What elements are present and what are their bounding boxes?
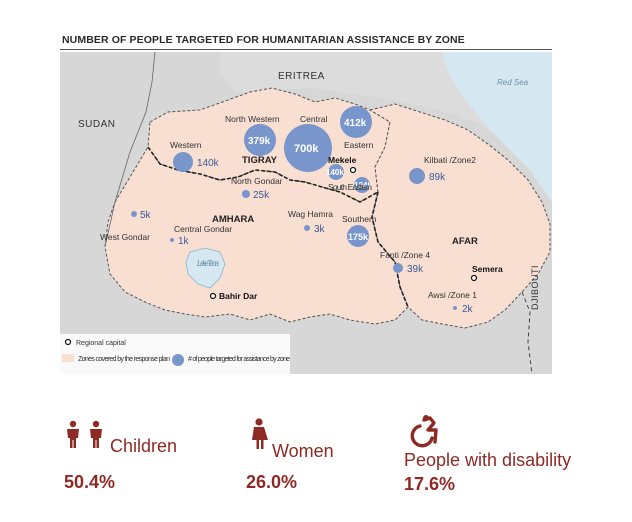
legend-bubble-icon [172,354,184,366]
map[interactable]: ERITREA SUDAN Red Sea DJIBOUTI TIGRAY AM… [60,52,552,374]
capital-mekele [349,166,357,174]
label-north-western: North Western [225,114,280,124]
label-tigray: TIGRAY [242,155,278,166]
lake-tana [185,247,226,289]
value-southern: 175k [348,232,369,242]
disability-value: 17.6% [404,474,456,494]
stat-disability: People with disability 17.6% [404,414,614,494]
label-south-eastern: South Eastern [328,182,372,192]
value-mekele: 140k [326,168,344,177]
title-divider [60,49,552,50]
label-mekele: Mekele [328,155,357,165]
label-central-gondar: Central Gondar [174,224,232,234]
label-kilbati: Kilbati /Zone2 [424,155,476,165]
children-icon [67,420,102,448]
label-north-gondar: North Gondar [231,176,283,186]
woman-icon [252,418,268,449]
label-bahir-dar: Bahir Dar [219,291,258,301]
bubble-western[interactable] [173,152,193,172]
legend-capital-label: Regional capital [76,340,126,347]
bubble-central-gondar[interactable] [170,238,174,242]
bubble-fanti[interactable] [393,263,403,273]
label-djibouti: DJIBOUTI [530,265,540,310]
label-central: Central [300,114,328,124]
women-label: Women [272,441,334,461]
value-west-gondar: 5k [140,210,152,221]
stat-children: Children 50.4% [64,420,234,492]
label-wag-hamra: Wag Hamra [288,209,333,219]
disability-label: People with disability [404,450,572,470]
bubble-wag-hamra[interactable] [304,225,310,231]
value-north-gondar: 25k [253,190,270,201]
label-western: Western [170,140,202,150]
label-eritrea: ERITREA [278,71,325,82]
amhara-region [104,146,409,325]
bubble-southern[interactable] [347,225,369,247]
label-awsi: Awsi /Zone 1 [428,290,477,300]
afar-outline [371,191,409,308]
value-south-eastern: 124k [354,181,372,190]
legend-bubble-label: # of people targeted for assistance by z… [188,356,290,363]
bubble-mekele[interactable] [328,164,344,180]
value-awsi: 2k [462,304,474,315]
children-label: Children [110,436,178,456]
value-north-western: 379k [248,136,271,147]
legend-capital-icon [64,338,72,346]
legend-zones-label: Zones covered by the response plan [78,356,170,363]
djibouti-border [521,291,533,374]
label-afar: AFAR [452,236,478,247]
children-value: 50.4% [64,472,116,492]
bubble-west-gondar[interactable] [131,211,137,217]
label-fanti: Fanti /Zone 4 [380,250,430,260]
bubble-eastern[interactable] [340,106,372,138]
map-title: NUMBER OF PEOPLE TARGETED FOR HUMANITARI… [62,34,465,46]
bubble-north-western[interactable] [244,124,276,156]
eritrea-shape [220,52,500,140]
value-western: 140k [197,158,220,169]
sudan-border [104,52,156,248]
legend-zones-swatch [62,354,74,362]
bubble-kilbati[interactable] [409,168,425,184]
label-eastern: Eastern [344,140,374,150]
capital-bahir-dar [209,292,217,300]
bubble-central[interactable] [284,124,332,172]
bubble-north-gondar[interactable] [242,190,250,198]
label-red-sea: Red Sea [497,78,529,87]
capital-semera [470,274,478,282]
label-semera: Semera [472,264,503,274]
value-fanti: 39k [407,264,424,275]
bubble-south-eastern[interactable] [354,177,370,193]
value-central: 700k [294,143,319,155]
value-eastern: 412k [344,118,367,129]
red-sea [442,52,552,202]
label-west-gondar: West Gondar [100,232,150,242]
women-value: 26.0% [246,472,298,492]
label-amhara: AMHARA [212,214,254,225]
label-sudan: SUDAN [78,119,116,130]
wheelchair-icon [410,415,438,448]
value-kilbati: 89k [429,172,446,183]
value-central-gondar: 1k [178,236,190,247]
legend-background [60,334,290,374]
label-southern: Southern [342,214,377,224]
stat-women: Women 26.0% [246,418,396,492]
bubble-awsi[interactable] [453,306,457,310]
label-lake-tana: Lake Tana [197,259,220,268]
value-wag-hamra: 3k [314,224,326,235]
